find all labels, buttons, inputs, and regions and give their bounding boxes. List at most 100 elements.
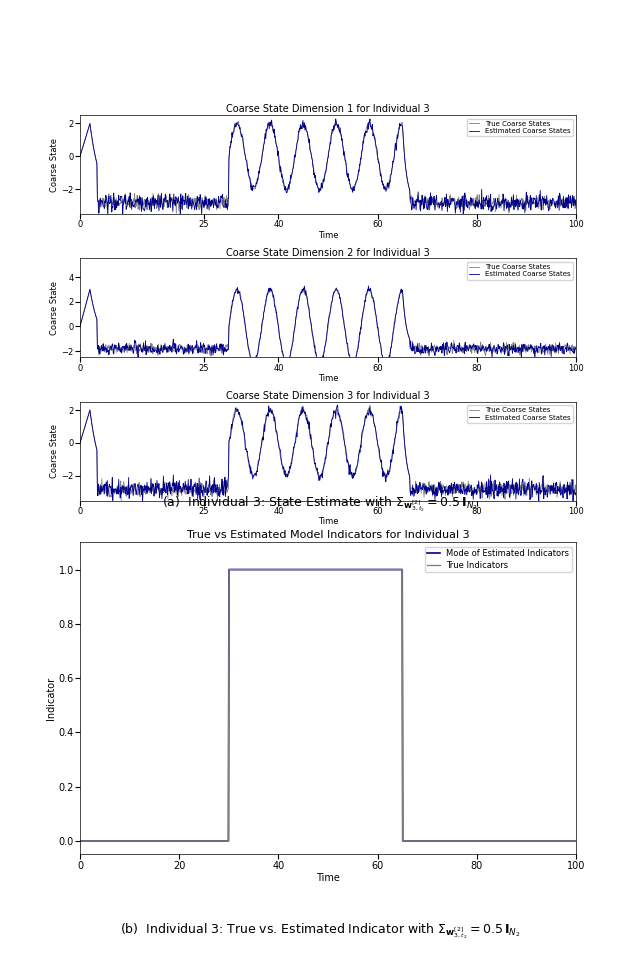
Estimated Coarse States	[418, 199, 426, 210]
True Coarse States	[418, 482, 426, 493]
True Coarse States	[278, 456, 285, 468]
True Indicators	[572, 835, 580, 847]
True Coarse States	[127, 488, 135, 499]
True Coarse States	[76, 321, 84, 332]
Estimated Coarse States	[294, 298, 302, 309]
Text: (a)  Individual 3: State Estimate with $\Sigma_{\mathbf{w}^{[2]}_{3,t_2}} = 0.5\: (a) Individual 3: State Estimate with $\…	[162, 494, 478, 514]
Title: Coarse State Dimension 3 for Individual 3: Coarse State Dimension 3 for Individual …	[226, 391, 430, 401]
Estimated Coarse States	[277, 166, 285, 178]
X-axis label: Time: Time	[317, 374, 339, 383]
Mode of Estimated Indicators	[295, 564, 303, 575]
Estimated Coarse States	[76, 437, 84, 448]
Mode of Estimated Indicators	[225, 564, 233, 575]
Mode of Estimated Indicators	[463, 835, 471, 847]
Line: Estimated Coarse States: Estimated Coarse States	[80, 286, 576, 366]
True Coarse States	[572, 343, 580, 354]
True Coarse States	[418, 197, 426, 208]
Estimated Coarse States	[365, 280, 372, 292]
Estimated Coarse States	[464, 203, 472, 214]
True Indicators	[225, 564, 233, 575]
True Coarse States	[233, 402, 241, 414]
True Coarse States	[117, 494, 125, 506]
True Coarse States	[572, 195, 580, 206]
Line: Estimated Coarse States: Estimated Coarse States	[80, 119, 576, 217]
Mode of Estimated Indicators	[572, 835, 580, 847]
Estimated Coarse States	[473, 489, 481, 500]
True Indicators	[76, 835, 84, 847]
Estimated Coarse States	[295, 126, 303, 137]
True Coarse States	[464, 483, 472, 494]
True Indicators	[295, 564, 303, 575]
X-axis label: Time: Time	[317, 517, 339, 526]
True Coarse States	[418, 345, 426, 356]
Line: True Coarse States: True Coarse States	[80, 288, 576, 366]
True Coarse States	[127, 202, 134, 213]
Legend: True Coarse States, Estimated Coarse States: True Coarse States, Estimated Coarse Sta…	[467, 405, 573, 422]
Title: True vs Estimated Model Indicators for Individual 3: True vs Estimated Model Indicators for I…	[187, 530, 469, 540]
Legend: True Coarse States, Estimated Coarse States: True Coarse States, Estimated Coarse Sta…	[467, 262, 573, 279]
True Indicators	[127, 835, 134, 847]
True Coarse States	[234, 115, 242, 127]
Line: True Coarse States: True Coarse States	[80, 121, 576, 213]
True Coarse States	[349, 360, 356, 372]
True Coarse States	[473, 485, 481, 496]
True Coarse States	[473, 200, 481, 211]
True Indicators	[472, 835, 480, 847]
True Coarse States	[76, 437, 84, 448]
Estimated Coarse States	[572, 342, 580, 353]
Title: Coarse State Dimension 2 for Individual 3: Coarse State Dimension 2 for Individual …	[226, 248, 430, 257]
True Coarse States	[464, 341, 472, 352]
True Coarse States	[365, 282, 372, 294]
True Indicators	[417, 835, 425, 847]
Estimated Coarse States	[334, 399, 342, 411]
True Coarse States	[173, 207, 180, 219]
True Coarse States	[572, 484, 580, 495]
X-axis label: Time: Time	[317, 230, 339, 240]
Line: True Indicators: True Indicators	[80, 569, 576, 841]
Mode of Estimated Indicators	[472, 835, 480, 847]
Line: Estimated Coarse States: Estimated Coarse States	[80, 405, 576, 502]
Legend: Mode of Estimated Indicators, True Indicators: Mode of Estimated Indicators, True Indic…	[425, 546, 572, 572]
Text: (b)  Individual 3: True vs. Estimated Indicator with $\Sigma_{\mathbf{w}^{[2]}_{: (b) Individual 3: True vs. Estimated Ind…	[120, 922, 520, 941]
Estimated Coarse States	[76, 321, 84, 332]
Y-axis label: Coarse State: Coarse State	[50, 424, 59, 478]
Estimated Coarse States	[295, 413, 303, 424]
Mode of Estimated Indicators	[127, 835, 134, 847]
Estimated Coarse States	[383, 360, 390, 372]
Estimated Coarse States	[473, 196, 481, 207]
True Indicators	[463, 835, 471, 847]
Estimated Coarse States	[464, 487, 472, 498]
Estimated Coarse States	[418, 344, 426, 355]
Y-axis label: Coarse State: Coarse State	[50, 281, 59, 335]
True Coarse States	[278, 171, 285, 182]
Title: Coarse State Dimension 1 for Individual 3: Coarse State Dimension 1 for Individual …	[226, 105, 430, 114]
Estimated Coarse States	[418, 482, 426, 493]
Estimated Coarse States	[277, 455, 285, 467]
True Coarse States	[276, 336, 284, 348]
True Coarse States	[294, 299, 302, 310]
Mode of Estimated Indicators	[277, 564, 285, 575]
Estimated Coarse States	[572, 490, 580, 501]
Y-axis label: Indicator: Indicator	[45, 677, 56, 720]
Estimated Coarse States	[332, 113, 340, 125]
True Indicators	[277, 564, 285, 575]
Estimated Coarse States	[127, 344, 134, 355]
Estimated Coarse States	[572, 199, 580, 210]
Mode of Estimated Indicators	[76, 835, 84, 847]
Line: True Coarse States: True Coarse States	[80, 408, 576, 500]
Mode of Estimated Indicators	[417, 835, 425, 847]
True Coarse States	[76, 151, 84, 162]
Estimated Coarse States	[464, 342, 472, 353]
X-axis label: Time: Time	[316, 874, 340, 883]
Estimated Coarse States	[127, 481, 134, 492]
True Coarse States	[473, 343, 481, 354]
Estimated Coarse States	[139, 496, 147, 508]
Estimated Coarse States	[276, 335, 284, 347]
True Coarse States	[296, 126, 303, 137]
Line: Mode of Estimated Indicators: Mode of Estimated Indicators	[80, 569, 576, 841]
Y-axis label: Coarse State: Coarse State	[50, 137, 59, 192]
Legend: True Coarse States, Estimated Coarse States: True Coarse States, Estimated Coarse Sta…	[467, 119, 573, 136]
True Coarse States	[296, 411, 303, 422]
True Coarse States	[127, 339, 134, 350]
Estimated Coarse States	[127, 194, 135, 205]
